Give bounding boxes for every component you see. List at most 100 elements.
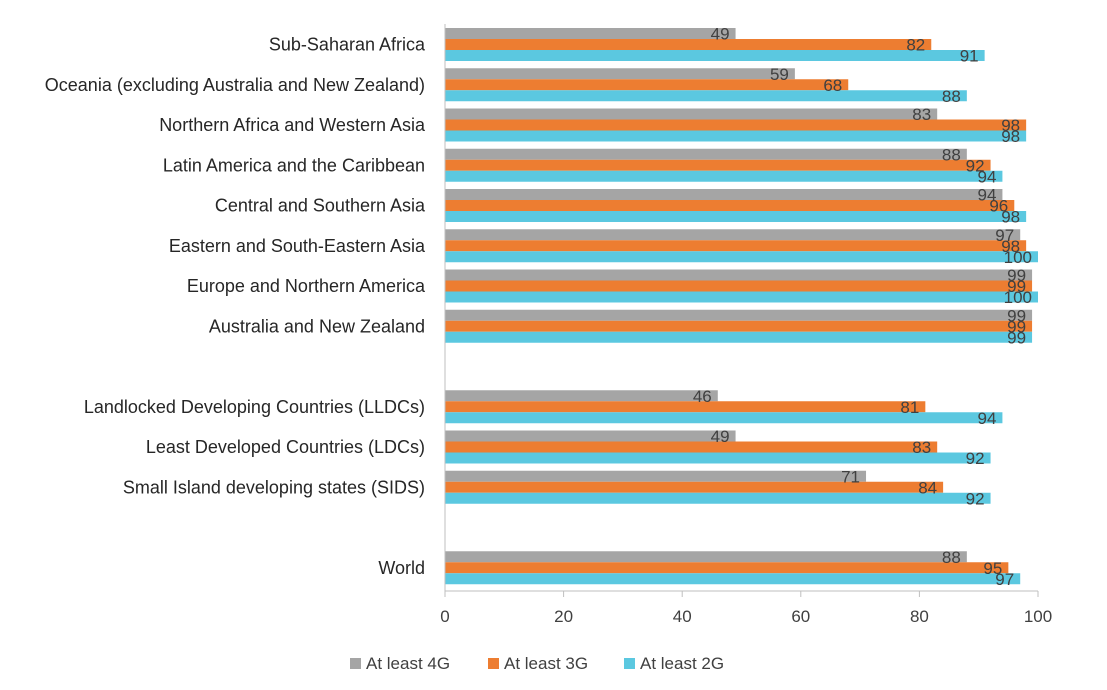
x-tick-label: 60 [791,607,810,626]
data-label: 99 [1007,328,1026,347]
bar [445,159,991,171]
category-label: Small Island developing states (SIDS) [123,477,425,497]
x-tick-label: 80 [910,607,929,626]
bar [445,470,867,482]
bar [445,430,736,442]
bar [445,50,985,61]
data-label: 99 [1007,317,1026,336]
bar [445,108,938,120]
data-label: 94 [977,186,996,205]
data-label: 99 [1007,266,1026,285]
bar [445,280,1033,292]
data-label: 88 [942,548,961,567]
data-label: 99 [1007,277,1026,296]
data-label: 46 [693,387,712,406]
legend-swatch [350,658,361,669]
bar [445,441,938,453]
category-label: Europe and Northern America [187,276,426,296]
bar [445,170,1003,182]
legend-label: At least 4G [366,654,450,673]
bar [445,130,1027,142]
data-label: 98 [1001,127,1020,146]
bar [445,492,991,504]
category-label: Least Developed Countries (LDCs) [146,437,425,457]
data-label: 92 [966,489,985,508]
legend-label: At least 2G [640,654,724,673]
data-label: 83 [912,438,931,457]
bar [445,189,1003,200]
data-label: 92 [966,449,985,468]
bar [445,390,718,402]
category-label: Sub-Saharan Africa [269,35,426,55]
x-tick-label: 40 [673,607,692,626]
data-label: 94 [977,409,996,428]
data-label: 95 [983,559,1002,578]
category-label: Landlocked Developing Countries (LLDCs) [84,397,425,417]
x-tick-label: 100 [1024,607,1052,626]
data-label: 100 [1004,288,1032,307]
category-label: Eastern and South-Eastern Asia [169,236,426,256]
data-label: 99 [1007,306,1026,325]
bar [445,119,1027,131]
bar [445,251,1038,263]
data-label: 82 [906,36,925,55]
data-label: 84 [918,478,937,497]
bar [445,211,1027,222]
bar [445,481,944,493]
data-label: 88 [942,87,961,106]
bar [445,148,967,160]
data-label: 59 [770,65,789,84]
category-label: Oceania (excluding Australia and New Zea… [45,75,425,95]
data-label: 97 [995,226,1014,245]
data-labels: 4982915968888398988892949496989798100999… [693,25,1032,589]
data-label: 83 [912,105,931,124]
bar [445,39,932,50]
bar [445,573,1021,585]
data-label: 71 [841,467,860,486]
legend: At least 4G At least 3G At least 2G [350,654,724,673]
bar [445,309,1033,321]
data-label: 96 [989,197,1008,216]
bar [445,240,1027,252]
bar [445,551,967,563]
category-label: Australia and New Zealand [209,316,425,336]
bar [445,562,1009,574]
bar [445,331,1033,343]
data-label: 88 [942,145,961,164]
bar [445,28,736,39]
bar [445,401,926,413]
bar [445,452,991,464]
legend-swatch [488,658,499,669]
bar [445,269,1033,281]
legend-swatch [624,658,635,669]
data-label: 92 [966,156,985,175]
legend-label: At least 3G [504,654,588,673]
data-label: 97 [995,570,1014,589]
data-label: 98 [1001,116,1020,135]
category-labels: Sub-Saharan Africa Oceania (excluding Aus… [45,35,426,578]
data-label: 81 [900,398,919,417]
bar [445,412,1003,424]
data-label: 100 [1004,248,1032,267]
data-label: 98 [1001,208,1020,227]
data-label: 98 [1001,237,1020,256]
data-label: 49 [711,427,730,446]
axes: 0 20 40 60 80 100 [440,24,1052,626]
data-label: 91 [960,47,979,66]
category-label: Latin America and the Caribbean [163,155,425,175]
bar [445,229,1021,241]
bar [445,200,1015,211]
bar [445,291,1038,303]
bar [445,79,849,91]
bar [445,320,1033,332]
bar [445,90,967,102]
x-tick-label: 20 [554,607,573,626]
bars [445,28,1038,585]
x-tick-label: 0 [440,607,449,626]
category-label: World [378,558,425,578]
data-label: 94 [977,167,996,186]
data-label: 68 [823,76,842,95]
category-label: Northern Africa and Western Asia [159,115,426,135]
data-label: 49 [711,25,730,44]
